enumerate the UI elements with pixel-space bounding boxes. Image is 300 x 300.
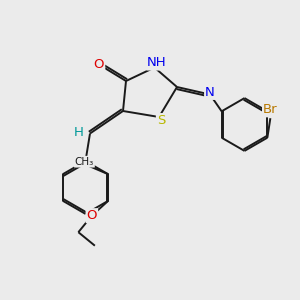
Text: O: O <box>94 58 104 71</box>
Text: H: H <box>74 125 83 139</box>
Text: O: O <box>87 209 97 222</box>
Text: Br: Br <box>263 103 278 116</box>
Text: NH: NH <box>147 56 167 70</box>
Text: CH₃: CH₃ <box>75 157 94 167</box>
Text: N: N <box>205 86 215 99</box>
Text: S: S <box>157 114 165 127</box>
